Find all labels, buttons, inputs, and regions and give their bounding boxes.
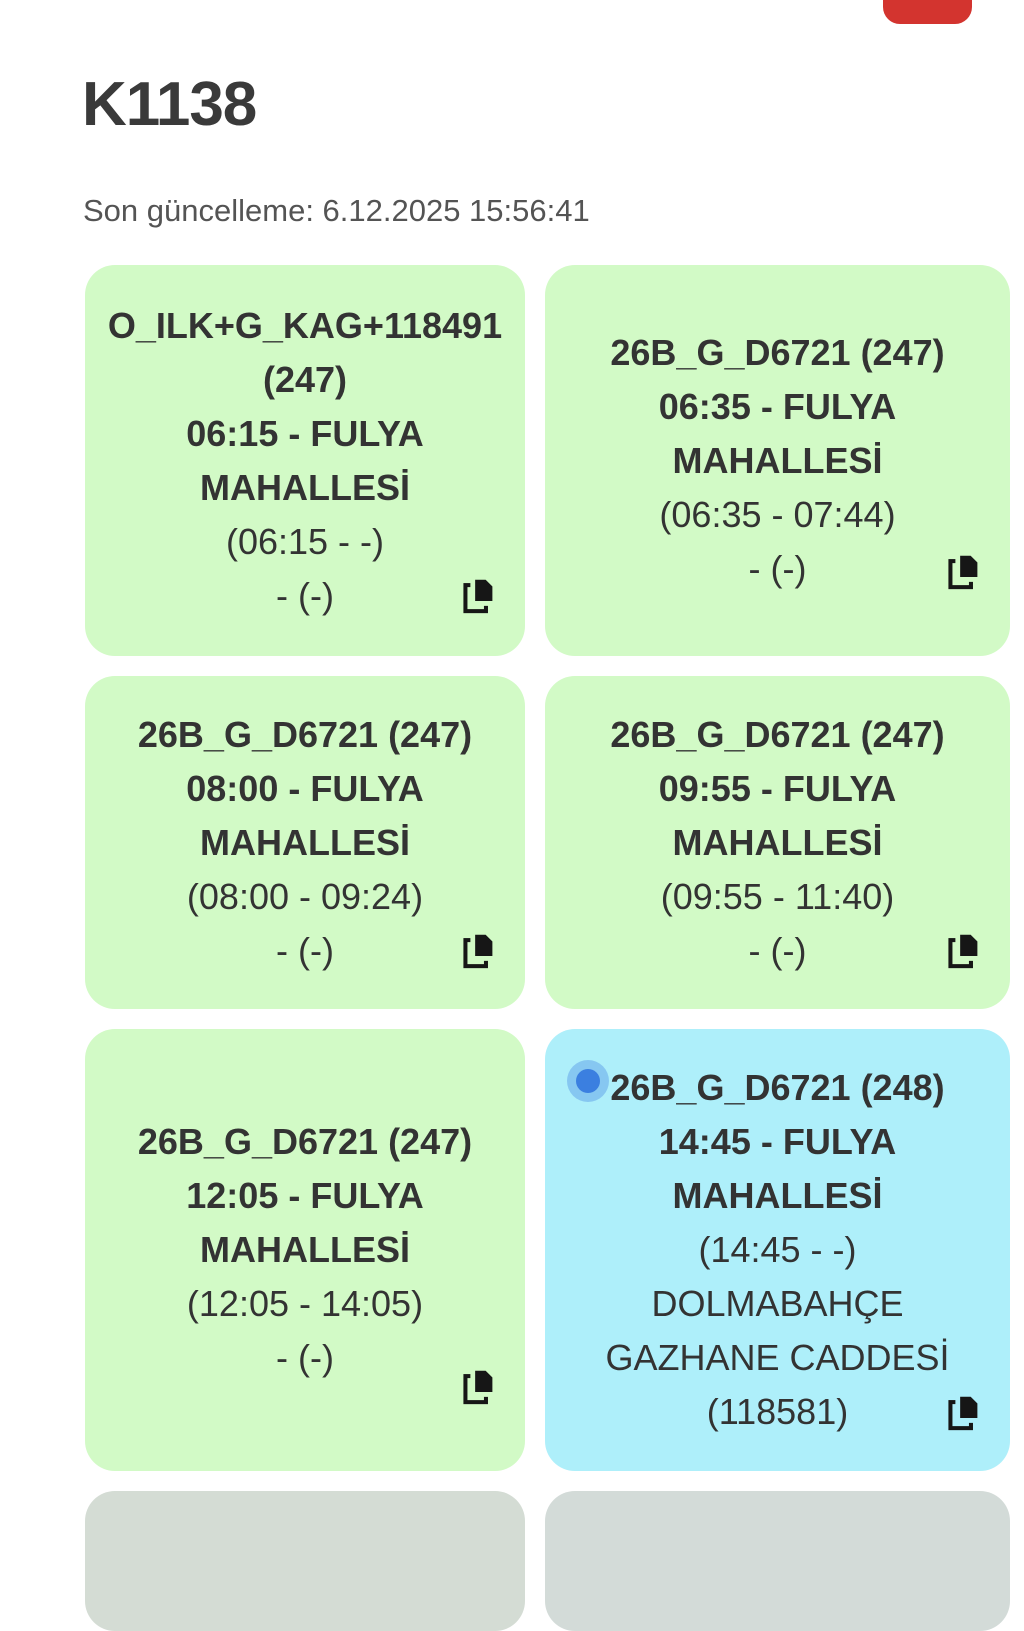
duty-card-active[interactable]: 26B_G_D6721 (248) 14:45 - FULYA MAHALLES… bbox=[545, 1029, 1010, 1471]
duty-window: (14:45 - -) bbox=[698, 1229, 857, 1270]
duty-title: 26B_G_D6721 (247) bbox=[610, 713, 945, 755]
duty-window: (12:05 - 14:05) bbox=[186, 1283, 424, 1324]
duty-window: (08:00 - 09:24) bbox=[186, 875, 424, 917]
duty-subtitle: 06:35 - FULYA MAHALLESİ bbox=[658, 385, 897, 481]
duty-card[interactable]: 26B_G_D6721 (247) 06:35 - FULYA MAHALLES… bbox=[545, 265, 1010, 656]
duty-window: (06:15 - -) bbox=[225, 520, 385, 562]
copy-icon bbox=[463, 575, 498, 614]
duty-title: 26B_G_D6721 (247) bbox=[137, 713, 473, 755]
copy-button[interactable] bbox=[457, 572, 501, 618]
copy-button[interactable] bbox=[942, 548, 986, 594]
duty-card[interactable]: 26B_G_D6721 (247) 08:00 - FULYA MAHALLES… bbox=[85, 676, 525, 1009]
notification-badge[interactable] bbox=[883, 0, 972, 24]
duty-subtitle: 09:55 - FULYA MAHALLESİ bbox=[658, 767, 897, 863]
duty-note: DOLMABAHÇE GAZHANE CADDESİ (118581) bbox=[605, 1283, 950, 1432]
copy-button[interactable] bbox=[457, 927, 501, 973]
duty-card-text: O_ILK+G_KAG+118491 (247) 06:15 - FULYA M… bbox=[97, 299, 513, 623]
duty-window: (06:35 - 07:44) bbox=[659, 493, 896, 535]
duty-subtitle: 14:45 - FULYA MAHALLESİ bbox=[658, 1121, 897, 1216]
page-title: K1138 bbox=[82, 69, 257, 139]
duty-card-text: 26B_G_D6721 (248) 14:45 - FULYA MAHALLES… bbox=[557, 1061, 998, 1439]
duty-card-text: 26B_G_D6721 (247) 09:55 - FULYA MAHALLES… bbox=[557, 708, 998, 978]
duty-card-partial[interactable] bbox=[545, 1491, 1010, 1631]
duty-title: 26B_G_D6721 (248) bbox=[610, 1067, 945, 1108]
copy-icon bbox=[948, 1392, 983, 1431]
duty-subtitle: 08:00 - FULYA MAHALLESİ bbox=[186, 767, 424, 863]
duty-title: 26B_G_D6721 (247) bbox=[610, 331, 945, 373]
duty-card-text: 26B_G_D6721 (247) 06:35 - FULYA MAHALLES… bbox=[557, 326, 998, 596]
copy-icon bbox=[948, 551, 983, 590]
copy-icon bbox=[463, 1366, 498, 1405]
duty-card-text: 26B_G_D6721 (247) 12:05 - FULYA MAHALLES… bbox=[97, 1115, 513, 1385]
duty-note: - (-) bbox=[276, 1337, 334, 1378]
duty-note: - (-) bbox=[276, 929, 334, 971]
copy-icon bbox=[948, 930, 983, 969]
duty-subtitle: 12:05 - FULYA MAHALLESİ bbox=[186, 1175, 424, 1270]
active-vehicle-dot-core bbox=[576, 1069, 600, 1093]
duty-note: - (-) bbox=[276, 574, 334, 616]
copy-button[interactable] bbox=[457, 1363, 501, 1409]
copy-button[interactable] bbox=[942, 927, 986, 973]
duty-card-partial[interactable] bbox=[85, 1491, 525, 1631]
duty-note: - (-) bbox=[748, 929, 807, 971]
duty-window: (09:55 - 11:40) bbox=[660, 875, 895, 917]
duty-title: 26B_G_D6721 (247) bbox=[137, 1121, 473, 1162]
duty-card-grid: O_ILK+G_KAG+118491 (247) 06:15 - FULYA M… bbox=[85, 265, 1010, 1631]
last-update-text: Son güncelleme: 6.12.2025 15:56:41 bbox=[83, 193, 590, 228]
duty-card-text: 26B_G_D6721 (247) 08:00 - FULYA MAHALLES… bbox=[97, 708, 513, 978]
duty-subtitle: 06:15 - FULYA MAHALLESİ bbox=[186, 412, 424, 508]
duty-title: O_ILK+G_KAG+118491 (247) bbox=[107, 304, 503, 400]
duty-card[interactable]: 26B_G_D6721 (247) 12:05 - FULYA MAHALLES… bbox=[85, 1029, 525, 1471]
copy-button[interactable] bbox=[942, 1389, 986, 1435]
duty-card[interactable]: O_ILK+G_KAG+118491 (247) 06:15 - FULYA M… bbox=[85, 265, 525, 656]
duty-note: - (-) bbox=[748, 547, 807, 589]
active-vehicle-dot bbox=[567, 1060, 609, 1102]
copy-icon bbox=[463, 930, 498, 969]
duty-card[interactable]: 26B_G_D6721 (247) 09:55 - FULYA MAHALLES… bbox=[545, 676, 1010, 1009]
